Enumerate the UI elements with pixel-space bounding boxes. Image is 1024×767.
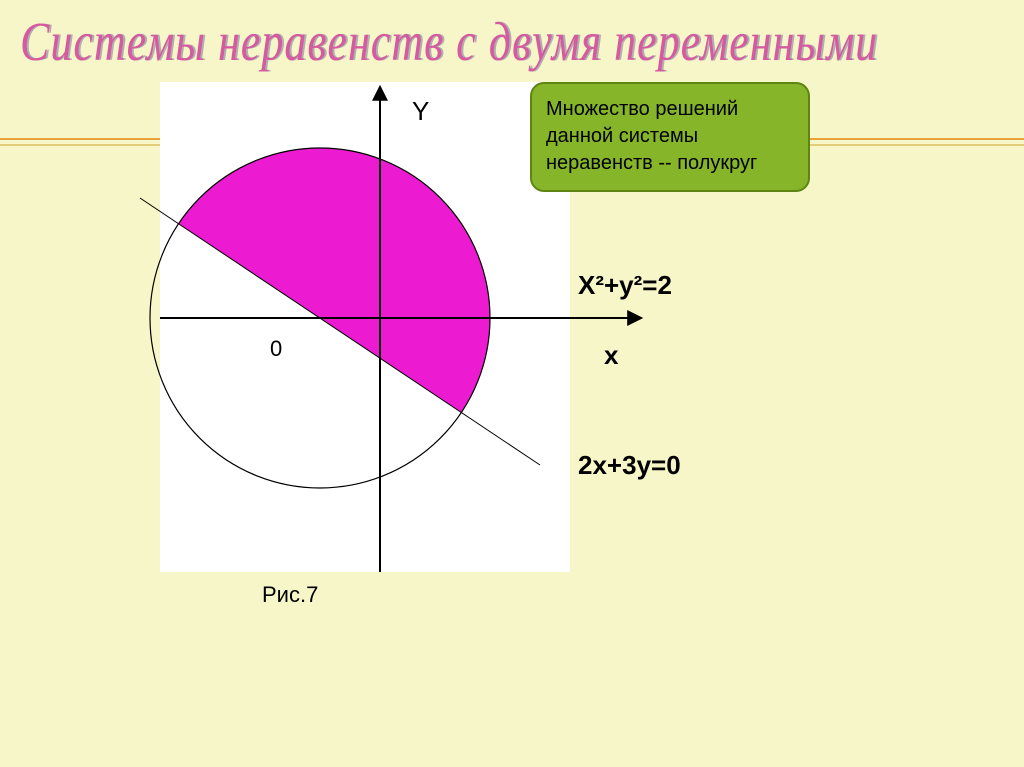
slide: Системы неравенств с двумя переменными Y… xyxy=(0,0,1024,767)
slide-title: Системы неравенств с двумя переменными xyxy=(20,10,878,74)
circle-equation-label: X²+y²=2 xyxy=(578,270,672,301)
callout-text: Множество решений данной системы неравен… xyxy=(546,98,757,174)
y-axis-label: Y xyxy=(412,96,429,127)
line-equation-label: 2x+3y=0 xyxy=(578,450,681,481)
figure-caption: Рис.7 xyxy=(262,582,318,608)
solution-callout: Множество решений данной системы неравен… xyxy=(530,82,810,192)
diagram-svg xyxy=(160,82,570,572)
origin-label: 0 xyxy=(270,336,282,362)
x-axis-label: x xyxy=(604,340,618,371)
diagram-panel xyxy=(160,82,570,572)
